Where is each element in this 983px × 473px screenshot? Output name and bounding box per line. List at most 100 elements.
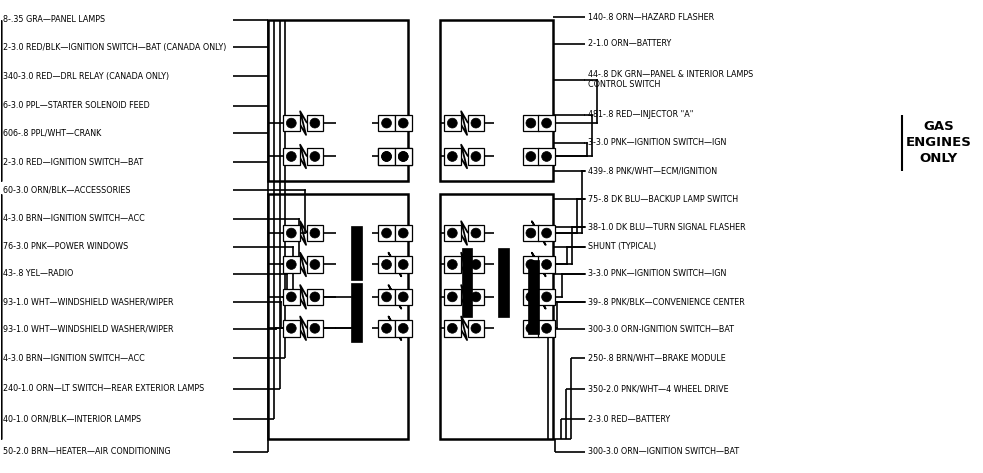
Circle shape <box>447 260 457 270</box>
Text: 4-3.0 BRN—IGNITION SWITCH—ACC: 4-3.0 BRN—IGNITION SWITCH—ACC <box>3 354 145 363</box>
Bar <box>523 115 540 131</box>
Bar <box>444 148 461 165</box>
Bar <box>283 148 300 165</box>
Bar <box>378 256 395 273</box>
Text: 250-.8 BRN/WHT—BRAKE MODULE: 250-.8 BRN/WHT—BRAKE MODULE <box>588 354 725 363</box>
Bar <box>539 225 555 241</box>
Text: SHUNT (TYPICAL): SHUNT (TYPICAL) <box>588 242 656 251</box>
Text: 439-.8 PNK/WHT—ECM/IGNITION: 439-.8 PNK/WHT—ECM/IGNITION <box>588 166 717 175</box>
Text: 300-3.0 ORN—IGNITION SWITCH—BAT: 300-3.0 ORN—IGNITION SWITCH—BAT <box>588 447 739 456</box>
Circle shape <box>381 228 391 238</box>
Circle shape <box>526 292 536 302</box>
Bar <box>378 225 395 241</box>
Bar <box>395 225 412 241</box>
Text: 2-3.0 RED/BLK—IGNITION SWITCH—BAT (CANADA ONLY): 2-3.0 RED/BLK—IGNITION SWITCH—BAT (CANAD… <box>3 43 226 52</box>
Bar <box>468 225 485 241</box>
Bar <box>283 289 300 305</box>
Bar <box>378 148 395 165</box>
Bar <box>444 289 461 305</box>
Bar <box>523 225 540 241</box>
Circle shape <box>526 118 536 128</box>
Bar <box>378 148 395 165</box>
Text: 40-1.0 ORN/BLK—INTERIOR LAMPS: 40-1.0 ORN/BLK—INTERIOR LAMPS <box>3 414 141 423</box>
Bar <box>468 148 485 165</box>
Text: 44-.8 DK GRN—PANEL & INTERIOR LAMPS
CONTROL SWITCH: 44-.8 DK GRN—PANEL & INTERIOR LAMPS CONT… <box>588 70 753 89</box>
Circle shape <box>381 324 391 333</box>
Circle shape <box>286 228 296 238</box>
Bar <box>444 225 461 241</box>
Bar <box>462 248 473 316</box>
Circle shape <box>526 228 536 238</box>
Text: 75-.8 DK BLU—BACKUP LAMP SWITCH: 75-.8 DK BLU—BACKUP LAMP SWITCH <box>588 195 738 204</box>
Bar <box>539 256 555 273</box>
Bar <box>283 225 300 241</box>
Circle shape <box>471 324 481 333</box>
Bar <box>267 194 408 439</box>
Circle shape <box>286 292 296 302</box>
Circle shape <box>286 151 296 161</box>
Bar <box>307 289 323 305</box>
Text: 140-.8 ORN—HAZARD FLASHER: 140-.8 ORN—HAZARD FLASHER <box>588 13 714 22</box>
Circle shape <box>310 151 319 161</box>
Bar <box>444 115 461 131</box>
Bar <box>468 256 485 273</box>
Circle shape <box>447 228 457 238</box>
Circle shape <box>310 118 319 128</box>
Text: 240-1.0 ORN—LT SWITCH—REAR EXTERIOR LAMPS: 240-1.0 ORN—LT SWITCH—REAR EXTERIOR LAMP… <box>3 385 203 394</box>
Bar <box>378 320 395 337</box>
Bar <box>539 320 555 337</box>
Bar <box>307 148 323 165</box>
Circle shape <box>471 118 481 128</box>
Bar <box>539 148 555 165</box>
Circle shape <box>310 324 319 333</box>
Circle shape <box>398 151 408 161</box>
Bar <box>498 248 509 316</box>
Circle shape <box>381 151 391 161</box>
Bar <box>444 320 461 337</box>
Bar <box>444 256 461 273</box>
Bar <box>439 194 553 439</box>
Circle shape <box>526 324 536 333</box>
Text: 6-3.0 PPL—STARTER SOLENOID FEED: 6-3.0 PPL—STARTER SOLENOID FEED <box>3 101 149 110</box>
Text: 39-.8 PNK/BLK—CONVENIENCE CENTER: 39-.8 PNK/BLK—CONVENIENCE CENTER <box>588 297 744 306</box>
Bar <box>523 289 540 305</box>
Circle shape <box>310 228 319 238</box>
Circle shape <box>381 151 391 161</box>
Circle shape <box>381 292 391 302</box>
Circle shape <box>542 151 551 161</box>
Bar <box>539 289 555 305</box>
Bar <box>307 256 323 273</box>
Bar <box>267 20 408 181</box>
Bar <box>468 320 485 337</box>
Circle shape <box>542 118 551 128</box>
Text: 2-3.0 RED—IGNITION SWITCH—BAT: 2-3.0 RED—IGNITION SWITCH—BAT <box>3 158 143 166</box>
Text: GAS
ENGINES
ONLY: GAS ENGINES ONLY <box>906 120 972 165</box>
Circle shape <box>471 292 481 302</box>
Bar <box>395 320 412 337</box>
Circle shape <box>447 324 457 333</box>
Circle shape <box>286 324 296 333</box>
Text: 3-3.0 PNK—IGNITION SWITCH—IGN: 3-3.0 PNK—IGNITION SWITCH—IGN <box>588 269 726 278</box>
Circle shape <box>526 151 536 161</box>
Circle shape <box>286 260 296 270</box>
Circle shape <box>447 292 457 302</box>
Text: 2-1.0 ORN—BATTERY: 2-1.0 ORN—BATTERY <box>588 39 671 48</box>
Circle shape <box>398 118 408 128</box>
Text: 300-3.0 ORN-IGNITION SWITCH—BAT: 300-3.0 ORN-IGNITION SWITCH—BAT <box>588 325 734 334</box>
Circle shape <box>310 260 319 270</box>
Bar <box>283 256 300 273</box>
Text: 4-3.0 BRN—IGNITION SWITCH—ACC: 4-3.0 BRN—IGNITION SWITCH—ACC <box>3 214 145 223</box>
Text: 50-2.0 BRN—HEATER—AIR CONDITIONING: 50-2.0 BRN—HEATER—AIR CONDITIONING <box>3 447 170 456</box>
Circle shape <box>526 260 536 270</box>
Text: 3-3.0 PNK—IGNITION SWITCH—IGN: 3-3.0 PNK—IGNITION SWITCH—IGN <box>588 138 726 147</box>
Text: 340-3.0 RED—DRL RELAY (CANADA ONLY): 340-3.0 RED—DRL RELAY (CANADA ONLY) <box>3 72 169 81</box>
Circle shape <box>398 228 408 238</box>
Text: 38-1.0 DK BLU—TURN SIGNAL FLASHER: 38-1.0 DK BLU—TURN SIGNAL FLASHER <box>588 223 745 232</box>
Text: 2-3.0 RED—BATTERY: 2-3.0 RED—BATTERY <box>588 414 670 423</box>
Text: 481-.8 RED—INJECTOR "A": 481-.8 RED—INJECTOR "A" <box>588 110 693 119</box>
Bar <box>307 115 323 131</box>
Bar <box>523 320 540 337</box>
Bar <box>307 225 323 241</box>
Text: 8-.35 GRA—PANEL LAMPS: 8-.35 GRA—PANEL LAMPS <box>3 15 105 24</box>
Bar <box>468 115 485 131</box>
